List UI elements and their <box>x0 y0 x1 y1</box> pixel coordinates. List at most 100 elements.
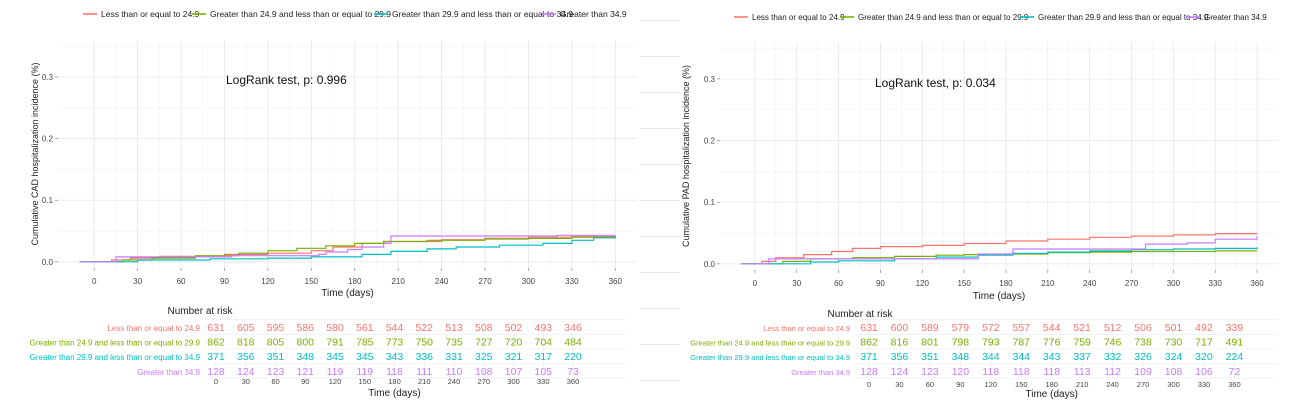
km-curve-1 <box>740 233 1258 265</box>
risk-value: 343 <box>386 351 404 363</box>
risk-value: 512 <box>1104 322 1122 334</box>
x-tick-label: 0 <box>92 277 97 286</box>
km-curve-3 <box>79 236 616 263</box>
x-tick-label: 60 <box>834 279 843 288</box>
risk-value: 109 <box>1134 366 1152 378</box>
risk-value: 326 <box>1134 351 1152 363</box>
risk-value: 119 <box>356 366 373 378</box>
risk-time-label: 300 <box>507 377 520 386</box>
risk-time-label: 60 <box>926 380 934 389</box>
x-tick-label: 150 <box>305 277 319 286</box>
risk-value: 631 <box>860 322 878 334</box>
risk-value: 111 <box>416 366 432 378</box>
pad-incidence-chart: Less than or equal to 24.9 Greater than 2… <box>681 13 1278 400</box>
risk-row-label: Greater than 29.9 and less than or equal… <box>30 353 201 362</box>
risk-value: 793 <box>982 337 1000 349</box>
risk-value: 118 <box>386 366 403 378</box>
risk-value: 773 <box>386 337 404 349</box>
risk-value: 801 <box>921 337 939 349</box>
risk-value: 346 <box>564 322 582 334</box>
x-tick-label: 210 <box>391 277 405 286</box>
risk-value: 339 <box>1226 322 1244 334</box>
risk-time-label: 210 <box>418 377 431 386</box>
risk-value: 73 <box>567 366 579 378</box>
risk-table-title: Number at risk <box>167 306 233 317</box>
risk-value: 544 <box>386 322 404 334</box>
legend-label: Greater than 24.9 and less than or equal… <box>858 13 1029 22</box>
risk-value: 589 <box>921 322 939 334</box>
x-tick-label: 270 <box>478 277 492 286</box>
risk-value: 72 <box>1229 366 1241 378</box>
risk-time-label: 240 <box>448 377 461 386</box>
x-tick-label: 120 <box>916 279 930 288</box>
y-tick-label: 0.2 <box>704 137 716 146</box>
x-tick-label: 90 <box>220 277 229 286</box>
risk-value: 325 <box>475 351 493 363</box>
risk-row-label: Greater than 29.9 and less than or equal… <box>690 353 850 362</box>
x-tick-label: 30 <box>133 277 142 286</box>
cad-incidence-chart: Less than or equal to 24.9 Greater than 2… <box>30 9 637 399</box>
km-curve-3 <box>740 247 1258 265</box>
risk-value: 580 <box>326 322 344 334</box>
risk-value: 501 <box>1165 322 1183 334</box>
risk-time-label: 120 <box>985 380 998 389</box>
risk-value: 118 <box>982 366 999 378</box>
risk-value: 508 <box>475 322 493 334</box>
x-tick-label: 60 <box>177 277 186 286</box>
risk-value: 105 <box>534 366 552 378</box>
risk-time-label: 60 <box>271 377 279 386</box>
risk-value: 320 <box>1195 351 1213 363</box>
km-curve-4 <box>740 236 1258 265</box>
risk-value: 502 <box>505 322 523 334</box>
legend-label: Greater than 29.9 and less than or equal… <box>1038 13 1209 22</box>
legend-label: Less than or equal to 24.9 <box>752 13 845 22</box>
risk-value: 818 <box>237 337 255 349</box>
risk-value: 730 <box>1165 337 1183 349</box>
y-axis-title: Cumulative PAD hospitalization incidence… <box>681 65 691 247</box>
y-tick-label: 0.0 <box>42 258 54 267</box>
risk-value: 371 <box>860 351 878 363</box>
risk-value: 561 <box>356 322 374 334</box>
risk-value: 124 <box>237 366 255 378</box>
risk-value: 220 <box>564 351 582 363</box>
risk-value: 128 <box>207 366 225 378</box>
risk-value: 128 <box>860 366 878 378</box>
risk-time-label: 360 <box>567 377 580 386</box>
x-tick-label: 90 <box>876 279 885 288</box>
risk-value: 586 <box>296 322 314 334</box>
risk-row-label: Greater than 34.9 <box>137 368 200 377</box>
risk-value: 800 <box>296 337 314 349</box>
risk-time-label: 30 <box>242 377 250 386</box>
risk-value: 805 <box>267 337 285 349</box>
y-axis-title: Cumulative CAD hospitalization incidence… <box>30 62 40 245</box>
risk-value: 759 <box>1073 337 1091 349</box>
km-curve-2 <box>79 236 616 263</box>
risk-value: 862 <box>207 337 225 349</box>
risk-time-label: 180 <box>388 377 401 386</box>
risk-value: 224 <box>1226 351 1244 363</box>
risk-value: 123 <box>921 366 939 378</box>
risk-value: 321 <box>505 351 523 363</box>
x-tick-label: 300 <box>522 277 536 286</box>
risk-time-label: 180 <box>1045 380 1058 389</box>
risk-row-label: Less than or equal to 24.9 <box>107 324 200 333</box>
risk-value: 112 <box>1104 366 1121 378</box>
risk-value: 106 <box>1195 366 1213 378</box>
risk-value: 798 <box>952 337 970 349</box>
risk-value: 735 <box>445 337 463 349</box>
cad-chart-panel: Less than or equal to 24.9 Greater than 2… <box>0 0 640 412</box>
risk-value: 351 <box>267 351 285 363</box>
risk-table-title: Number at risk <box>827 309 893 320</box>
risk-value: 787 <box>1012 337 1030 349</box>
risk-time-label: 360 <box>1228 380 1241 389</box>
risk-value: 544 <box>1043 322 1061 334</box>
risk-time-label: 330 <box>1198 380 1211 389</box>
risk-time-label: 270 <box>1137 380 1150 389</box>
risk-value: 522 <box>415 322 433 334</box>
risk-value: 816 <box>891 337 909 349</box>
y-tick-label: 0.0 <box>704 260 716 269</box>
risk-row-label: Greater than 24.9 and less than or equal… <box>30 339 201 348</box>
x-tick-label: 360 <box>1250 279 1264 288</box>
risk-row-label: Greater than 24.9 and less than or equal… <box>690 339 850 348</box>
risk-value: 119 <box>327 366 344 378</box>
